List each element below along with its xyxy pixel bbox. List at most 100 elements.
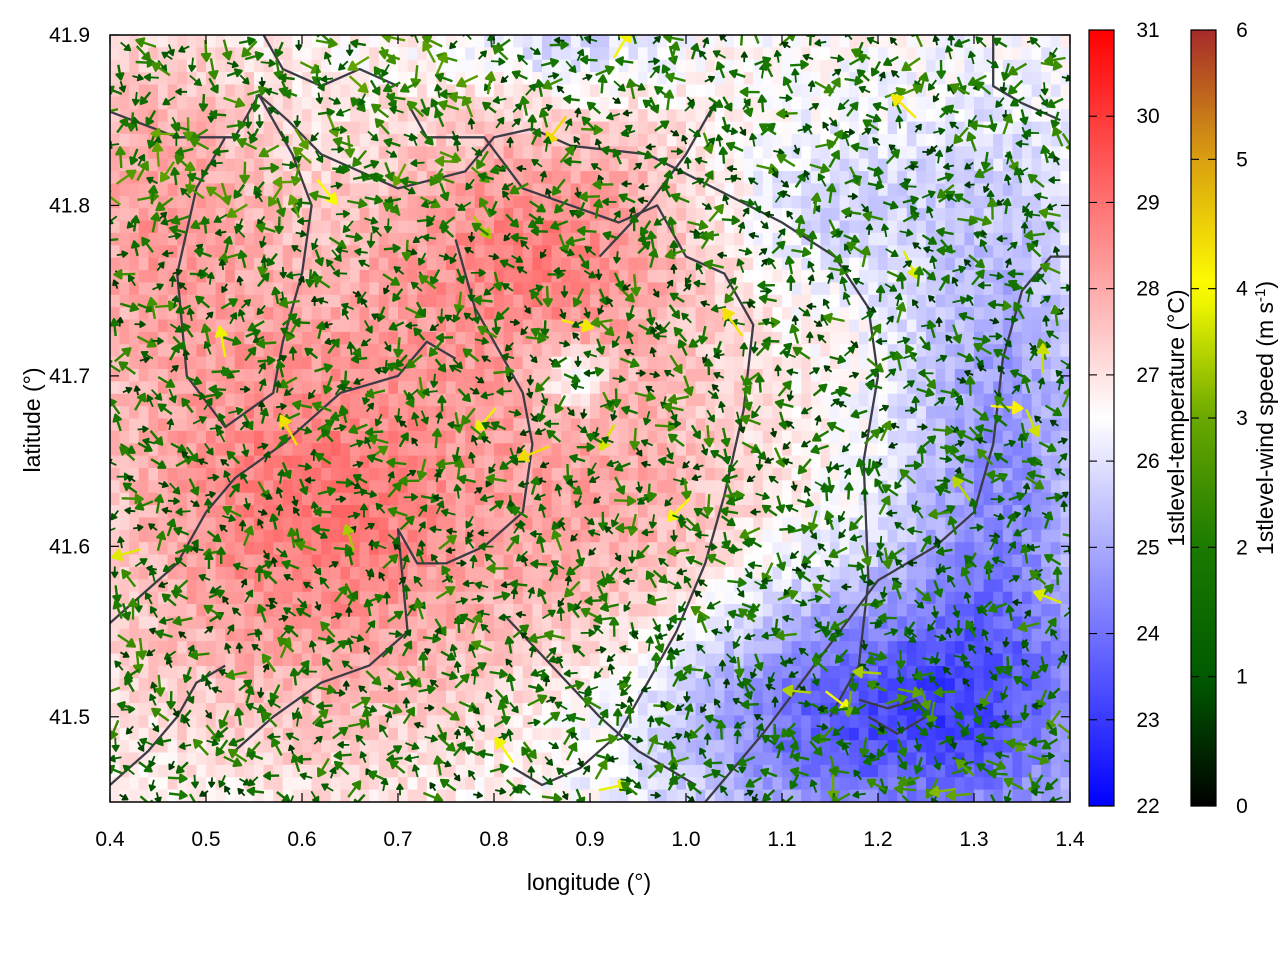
heatmap-cell <box>446 505 457 519</box>
heatmap-cell <box>244 245 255 259</box>
heatmap-cell <box>206 455 217 469</box>
heatmap-cell <box>801 133 812 147</box>
heatmap-cell <box>234 146 245 160</box>
heatmap-cell <box>129 195 140 209</box>
heatmap-cell <box>647 430 658 444</box>
heatmap-cell <box>158 109 169 123</box>
heatmap-cell <box>359 579 370 593</box>
heatmap-cell <box>206 294 217 308</box>
heatmap-cell <box>916 96 927 110</box>
heatmap-cell <box>522 455 533 469</box>
heatmap-cell <box>858 517 869 531</box>
heatmap-cell <box>407 418 418 432</box>
heatmap-cell <box>916 109 927 123</box>
heatmap-cell <box>983 96 994 110</box>
heatmap-cell <box>292 418 303 432</box>
heatmap-cell <box>734 146 745 160</box>
heatmap-cell <box>186 369 197 382</box>
heatmap-cell <box>609 84 620 98</box>
heatmap-cell <box>983 319 994 333</box>
heatmap-cell <box>935 270 946 284</box>
heatmap-cell <box>935 232 946 246</box>
heatmap-cell <box>426 232 437 246</box>
heatmap-cell <box>782 566 793 580</box>
heatmap-cell <box>1012 121 1023 135</box>
heatmap-cell <box>148 467 159 481</box>
heatmap-cell <box>695 270 706 284</box>
heatmap-cell <box>215 294 226 308</box>
heatmap-cell <box>609 220 620 234</box>
heatmap-cell <box>618 554 629 568</box>
heatmap-cell <box>542 505 553 519</box>
heatmap-cell <box>695 418 706 432</box>
heatmap-cell <box>330 282 341 296</box>
heatmap-cell <box>714 356 725 370</box>
heatmap-cell <box>676 72 687 86</box>
heatmap-cell <box>753 542 764 556</box>
heatmap-cell <box>167 195 178 209</box>
heatmap-cell <box>330 393 341 407</box>
heatmap-cell <box>762 381 773 395</box>
heatmap-cell <box>657 393 668 407</box>
heatmap-cell <box>417 59 428 73</box>
heatmap-cell <box>1002 133 1013 147</box>
heatmap-cell <box>388 109 399 123</box>
heatmap-cell <box>225 381 236 395</box>
heatmap-cell <box>762 579 773 593</box>
heatmap-cell <box>263 455 274 469</box>
heatmap-cell <box>263 628 274 642</box>
heatmap-cell <box>686 158 697 172</box>
heatmap-cell <box>542 171 553 185</box>
heatmap-cell <box>609 319 620 333</box>
heatmap-cell <box>868 96 879 110</box>
heatmap-cell <box>513 195 524 209</box>
heatmap-cell <box>772 641 783 655</box>
heatmap-cell <box>926 418 937 432</box>
heatmap-cell <box>302 393 313 407</box>
heatmap-cell <box>350 542 361 556</box>
heatmap-cell <box>465 183 476 197</box>
heatmap-cell <box>273 319 284 333</box>
heatmap-cell <box>167 109 178 123</box>
heatmap-cell <box>734 84 745 98</box>
heatmap-cell <box>302 455 313 469</box>
heatmap-cell <box>753 554 764 568</box>
heatmap-cell <box>503 443 514 457</box>
heatmap-cell <box>887 183 898 197</box>
heatmap-cell <box>887 492 898 506</box>
heatmap-cell <box>724 245 735 259</box>
heatmap-cell <box>974 579 985 593</box>
heatmap-cell <box>225 566 236 580</box>
heatmap-cell <box>532 72 543 86</box>
heatmap-cell <box>484 628 495 642</box>
heatmap-cell <box>618 183 629 197</box>
heatmap-cell <box>791 121 802 135</box>
heatmap-cell <box>206 616 217 630</box>
heatmap-cell <box>705 628 716 642</box>
heatmap-cell <box>830 282 841 296</box>
heatmap-cell <box>714 232 725 246</box>
heatmap-cell <box>350 294 361 308</box>
heatmap-cell <box>657 47 668 61</box>
heatmap-cell <box>628 344 639 358</box>
heatmap-cell <box>244 121 255 135</box>
heatmap-cell <box>138 282 149 296</box>
heatmap-cell <box>119 406 130 420</box>
heatmap-cell <box>810 307 821 321</box>
heatmap-cell <box>638 480 649 494</box>
heatmap-cell <box>398 121 409 135</box>
heatmap-cell <box>532 529 543 543</box>
heatmap-cell <box>311 517 322 531</box>
heatmap-cell <box>686 270 697 284</box>
heatmap-cell <box>263 443 274 457</box>
heatmap-cell <box>839 294 850 308</box>
heatmap-cell <box>983 72 994 86</box>
heatmap-cell <box>1012 257 1023 271</box>
heatmap-cell <box>350 307 361 321</box>
heatmap-cell <box>791 393 802 407</box>
heatmap-cell <box>292 356 303 370</box>
heatmap-cell <box>436 133 447 147</box>
heatmap-cell <box>762 232 773 246</box>
heatmap-cell <box>695 109 706 123</box>
heatmap-cell <box>830 591 841 605</box>
